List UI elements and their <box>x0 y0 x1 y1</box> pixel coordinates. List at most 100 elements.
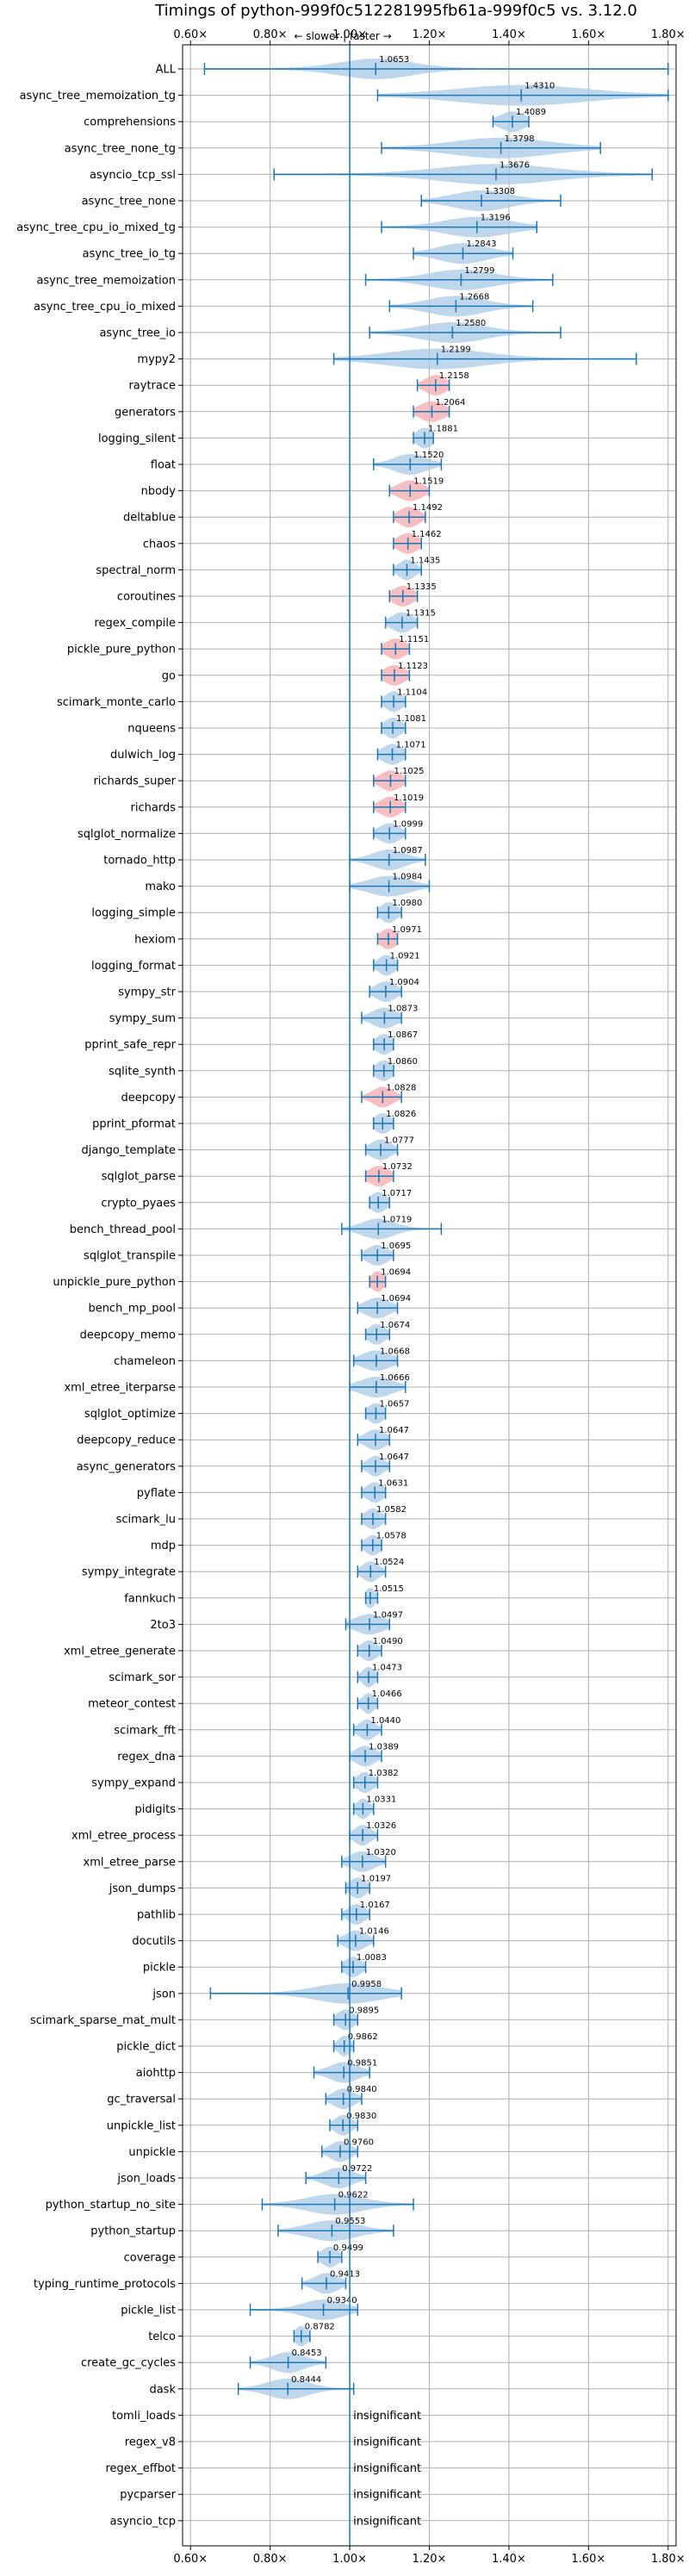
benchmark-label: bench_thread_pool <box>70 1223 176 1236</box>
plot-frame <box>182 44 677 2547</box>
mean-value-label: 1.0524 <box>374 1558 404 1567</box>
benchmark-label: meteor_contest <box>88 1698 176 1711</box>
mean-value-label: 1.3196 <box>481 214 511 223</box>
benchmark-label: deepcopy_reduce <box>77 1434 176 1447</box>
benchmark-label: regex_dna <box>117 1751 176 1764</box>
mean-value-label: 1.0515 <box>374 1584 404 1594</box>
mean-value-label: 1.0666 <box>380 1373 410 1383</box>
mean-value-label: 1.3676 <box>500 160 530 170</box>
benchmark-label: spectral_norm <box>96 564 176 577</box>
mean-value-label: 1.0466 <box>372 1689 402 1699</box>
benchmark-label: bench_mp_pool <box>88 1303 176 1316</box>
benchmark-label: async_tree_cpu_io_mixed_tg <box>16 221 176 234</box>
mean-value-label: 1.0578 <box>376 1532 407 1541</box>
mean-value-label: 1.0197 <box>361 1874 391 1883</box>
benchmark-label: async_tree_io_tg <box>83 248 176 261</box>
benchmark-label: json_loads <box>116 2173 176 2186</box>
mean-value-label: 1.0440 <box>370 1716 400 1726</box>
benchmark-label: unpickle_list <box>107 2119 176 2132</box>
benchmark-label: nqueens <box>127 723 176 736</box>
benchmark-label: deltablue <box>123 512 176 525</box>
benchmark-label: pickle <box>143 1962 176 1975</box>
mean-value-label: 1.1492 <box>413 503 443 513</box>
x-tick-label-bottom: 0.80× <box>253 2553 288 2566</box>
mean-value-label: 1.1025 <box>394 767 424 776</box>
mean-value-label: 1.0717 <box>382 1189 412 1198</box>
benchmark-label: pathlib <box>137 1909 176 1922</box>
benchmark-label: 2to3 <box>150 1619 176 1632</box>
benchmark-label: mako <box>145 880 176 893</box>
x-tick-label-bottom: 1.80× <box>651 2553 686 2566</box>
mean-value-label: 1.1151 <box>399 635 429 644</box>
mean-value-label: 1.0582 <box>376 1505 407 1515</box>
benchmark-label: async_tree_memoization <box>36 274 176 287</box>
x-tick-label-top: 1.00× <box>332 28 367 41</box>
insignificant-label: insignificant <box>353 2410 421 2423</box>
benchmark-label: xml_etree_iterparse <box>64 1382 176 1395</box>
mean-value-label: 0.9340 <box>327 2296 357 2305</box>
x-tick-label-bottom: 1.20× <box>413 2553 447 2566</box>
benchmark-label: dulwich_log <box>110 749 176 762</box>
mean-value-label: 1.0980 <box>392 899 422 908</box>
benchmark-label: nbody <box>141 485 177 498</box>
benchmark-label: async_tree_none_tg <box>65 142 176 155</box>
benchmark-label: ALL <box>156 64 177 77</box>
benchmark-label: crypto_pyaes <box>101 1197 176 1210</box>
mean-value-label: 0.9840 <box>347 2085 377 2094</box>
benchmark-label: sympy_expand <box>91 1777 176 1790</box>
insignificant-label: insignificant <box>353 2489 421 2502</box>
benchmark-label: logging_simple <box>91 907 176 920</box>
benchmark-label: xml_etree_generate <box>64 1646 176 1658</box>
x-tick-label-top: 0.80× <box>253 28 288 41</box>
benchmark-label: sympy_sum <box>109 1012 176 1025</box>
benchmark-label: json <box>152 1988 176 2000</box>
chart-title: Timings of python-999f0c512281995fb61a-9… <box>154 2 637 20</box>
insignificant-label: insignificant <box>353 2436 421 2449</box>
benchmark-label: async_tree_io <box>99 327 176 340</box>
mean-value-label: 1.1071 <box>396 741 426 750</box>
mean-value-label: 1.0694 <box>381 1294 411 1304</box>
mean-value-label: 1.0668 <box>380 1347 410 1356</box>
mean-value-label: 1.0867 <box>388 1030 418 1040</box>
mean-value-label: 1.0826 <box>386 1110 416 1119</box>
mean-value-label: 0.9830 <box>346 2112 376 2121</box>
mean-value-label: 1.0382 <box>369 1769 399 1778</box>
mean-value-label: 1.2158 <box>439 371 469 381</box>
mean-value-label: 1.0320 <box>366 1848 396 1857</box>
mean-value-label: 1.0326 <box>366 1821 396 1831</box>
benchmark-label: pickle_pure_python <box>67 644 176 656</box>
insignificant-label: insignificant <box>353 2515 421 2528</box>
mean-value-label: 1.4089 <box>516 108 546 117</box>
mean-value-label: 1.0331 <box>366 1795 396 1805</box>
mean-value-label: 1.2843 <box>466 240 496 249</box>
benchmark-label: tomli_loads <box>112 2410 176 2423</box>
mean-value-label: 1.0490 <box>373 1637 403 1646</box>
mean-value-label: 1.0694 <box>381 1268 411 1278</box>
x-tick-label-bottom: 1.60× <box>571 2553 605 2566</box>
mean-value-label: 1.1315 <box>406 609 436 619</box>
benchmark-label: richards <box>131 801 177 814</box>
benchmark-label: scimark_sparse_mat_mult <box>30 2014 176 2027</box>
x-tick-label-top: 0.60× <box>173 28 208 41</box>
benchmark-label: xml_etree_process <box>71 1830 176 1843</box>
benchmark-label: scimark_fft <box>114 1724 176 1737</box>
benchmark-label: pickle_list <box>121 2305 176 2318</box>
benchmark-label: sympy_str <box>118 986 176 999</box>
mean-value-label: 0.9413 <box>330 2269 360 2279</box>
benchmark-label: hexiom <box>134 933 176 946</box>
mean-value-label: 1.0719 <box>382 1215 412 1224</box>
x-tick-label-bottom: 0.60× <box>173 2553 208 2566</box>
mean-value-label: 1.4310 <box>525 82 555 91</box>
benchmark-label: mypy2 <box>137 353 176 366</box>
mean-value-label: 1.0653 <box>379 55 409 65</box>
benchmark-label: docutils <box>132 1935 176 1948</box>
benchmark-label: dask <box>149 2383 176 2396</box>
benchmark-label: pyflate <box>137 1487 176 1500</box>
benchmark-label: unpickle <box>128 2146 176 2159</box>
benchmark-label: gc_traversal <box>107 2094 176 2106</box>
benchmark-label: deepcopy <box>121 1092 176 1104</box>
mean-value-label: 1.0167 <box>360 1901 390 1910</box>
mean-value-label: 0.9622 <box>338 2191 369 2200</box>
benchmark-label: regex_effbot <box>105 2462 176 2475</box>
